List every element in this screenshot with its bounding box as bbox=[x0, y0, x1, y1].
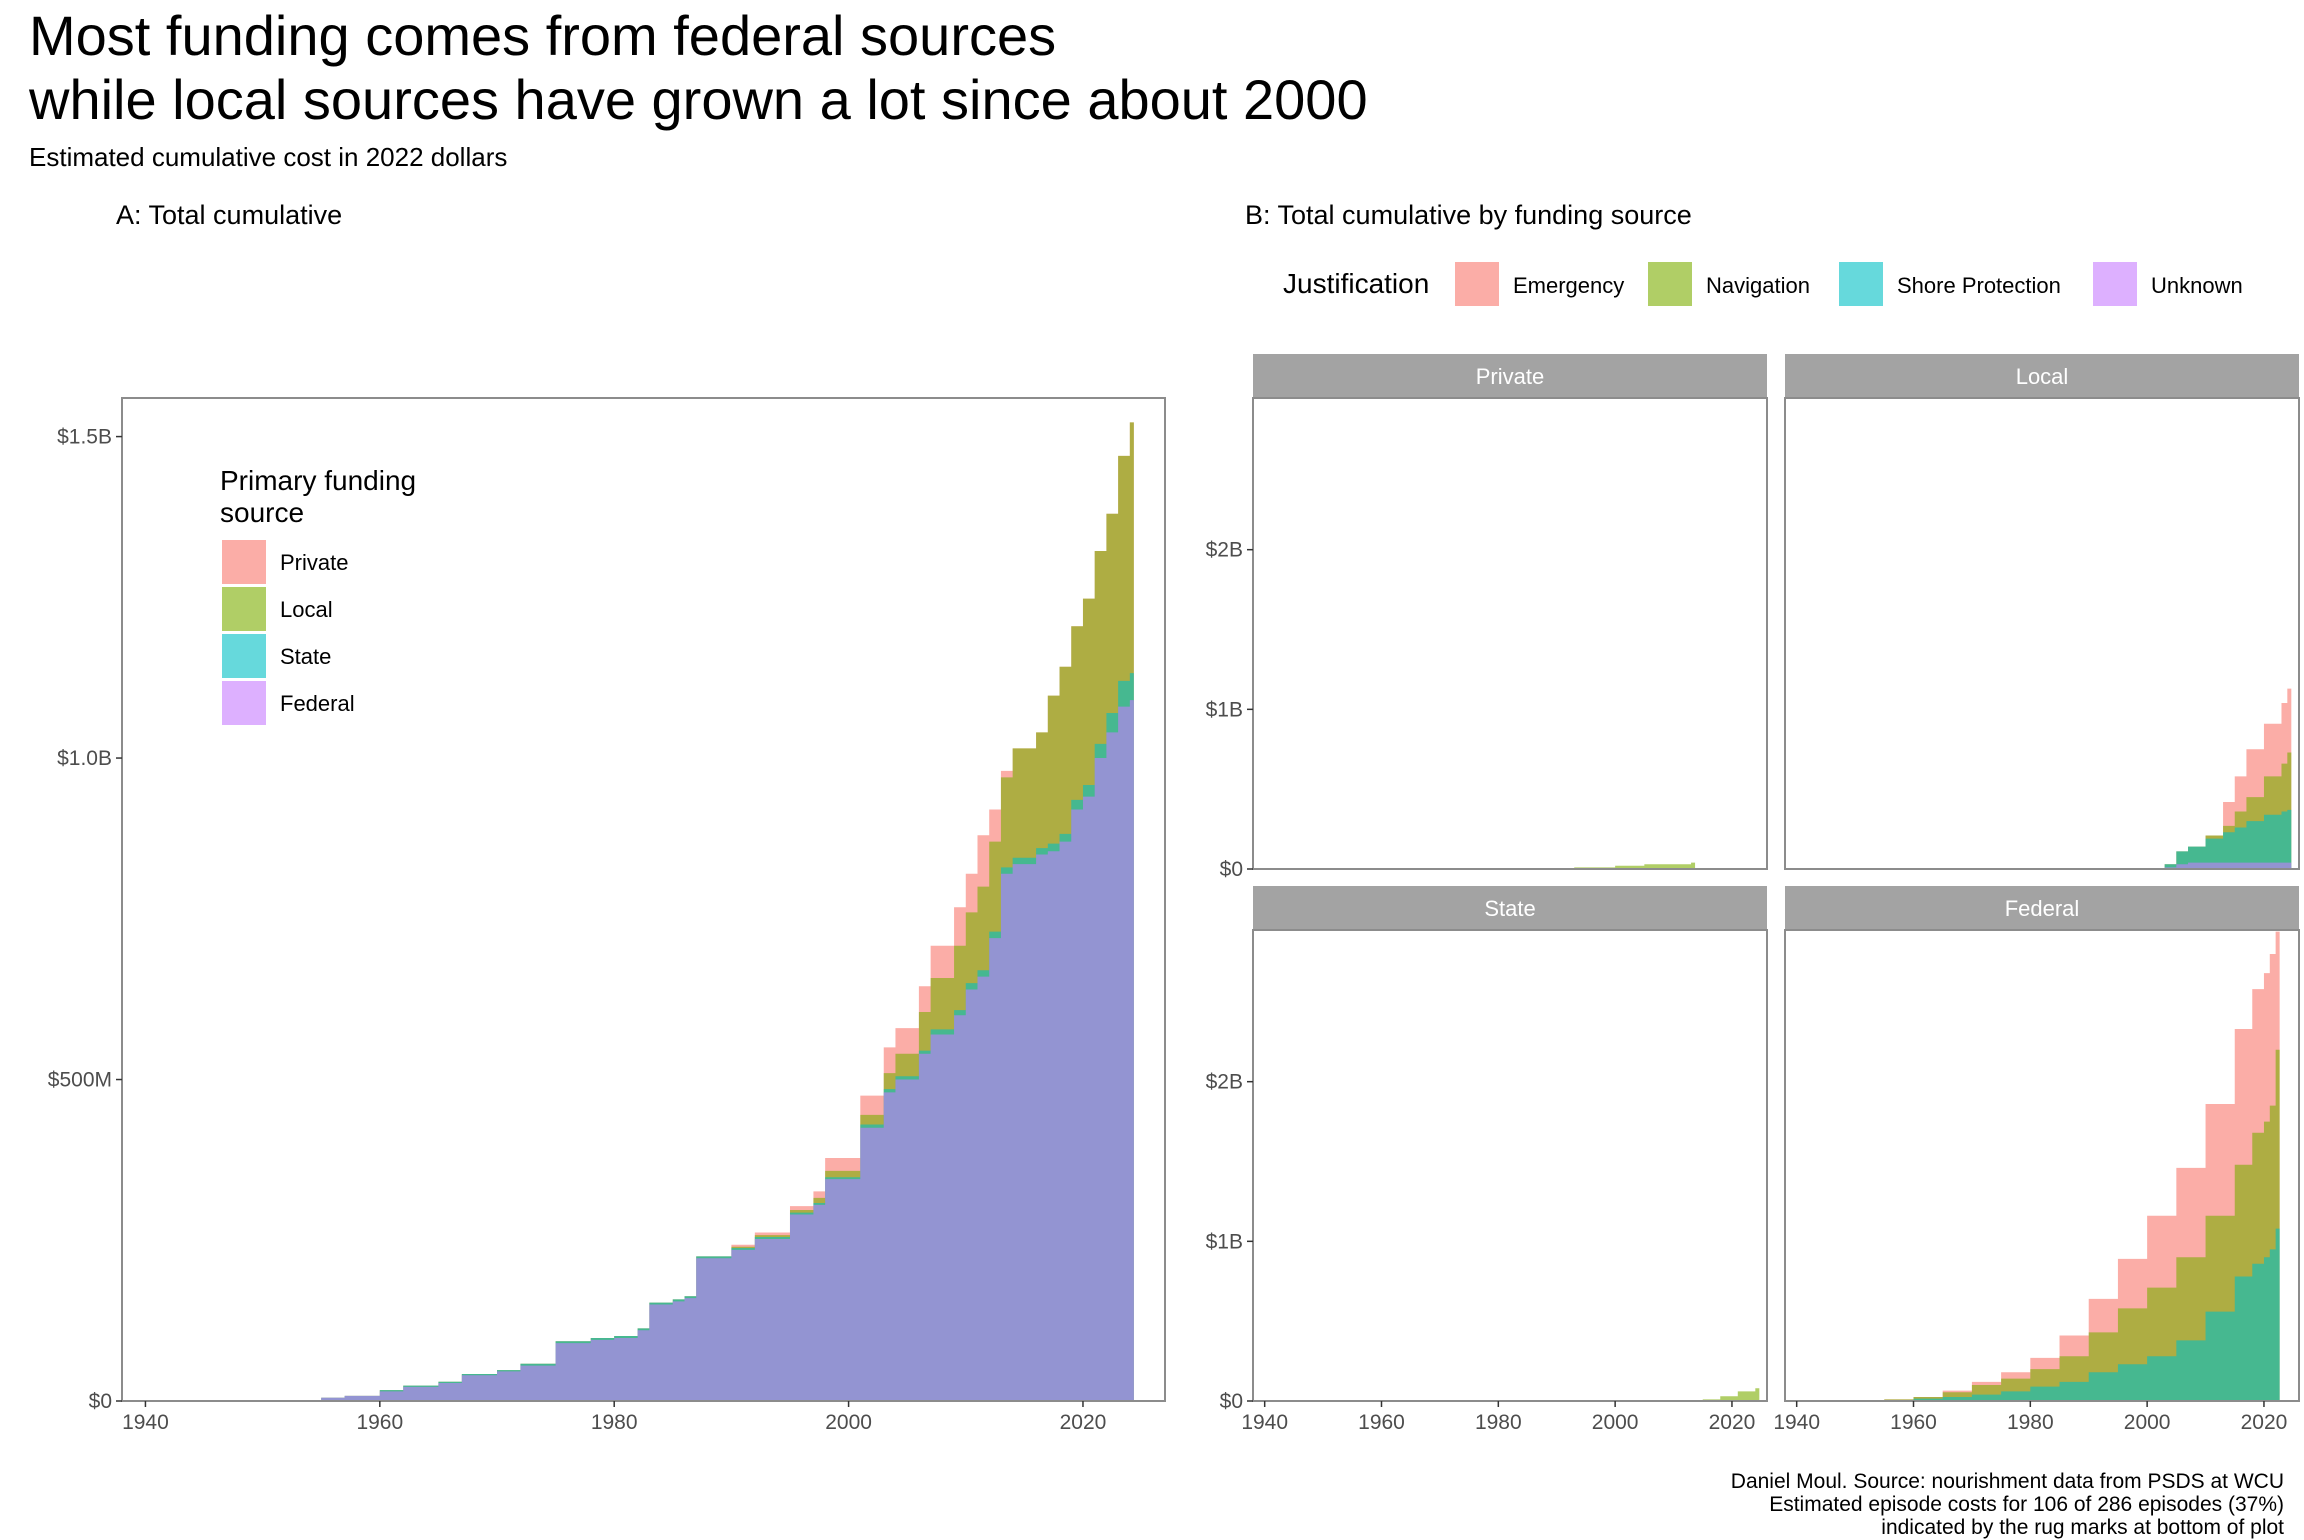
legend-label-federal: Federal bbox=[280, 691, 355, 716]
legend-swatch-navigation bbox=[1648, 262, 1692, 306]
a-y-tick-label: $0 bbox=[89, 1390, 112, 1413]
b-federal-area-navigation bbox=[1884, 1049, 2280, 1401]
b-state-y-tick-label: $1B bbox=[1206, 1230, 1243, 1253]
b-state-strip-label: State bbox=[1484, 896, 1535, 921]
a-area-federal bbox=[321, 700, 1134, 1401]
b-federal-strip-label: Federal bbox=[2005, 896, 2080, 921]
legend-swatch-state bbox=[222, 634, 266, 678]
b-state-x-tick-label: 2020 bbox=[1709, 1411, 1756, 1434]
b-private-y-tick-label: $1B bbox=[1206, 698, 1243, 721]
a-y-tick-label: $500M bbox=[48, 1069, 112, 1092]
a-y-tick-label: $1.5B bbox=[57, 426, 112, 449]
legend-label-private: Private bbox=[280, 550, 349, 575]
legend-label-local: Local bbox=[280, 597, 333, 622]
b-state-y-tick-label: $0 bbox=[1220, 1390, 1243, 1413]
a-panel-border bbox=[121, 397, 1166, 1402]
b-private-strip bbox=[1253, 354, 1767, 398]
b-state-x-tick-label: 2000 bbox=[1592, 1411, 1639, 1434]
b-private-panel-border bbox=[1252, 397, 1768, 870]
legend-label-emergency: Emergency bbox=[1513, 273, 1625, 298]
b-private-area-navigation bbox=[1527, 862, 1696, 869]
b-state-strip bbox=[1253, 886, 1767, 930]
legend-label-unknown: Unknown bbox=[2151, 273, 2243, 298]
b-state-y-tick-label: $2B bbox=[1206, 1071, 1243, 1094]
b-local-panel-border bbox=[1784, 397, 2300, 870]
b-state-x-tick-label: 1940 bbox=[1241, 1411, 1288, 1434]
legend-label-shore-protection: Shore Protection bbox=[1897, 273, 2061, 298]
panel-b-title: B: Total cumulative by funding source bbox=[1245, 200, 1692, 230]
b-federal-x-tick-label: 1940 bbox=[1773, 1411, 1820, 1434]
justification-legend-title: Justification bbox=[1283, 268, 1430, 299]
b-federal-x-tick-label: 1960 bbox=[1890, 1411, 1937, 1434]
legend-swatch-local bbox=[222, 587, 266, 631]
a-x-tick-label: 2000 bbox=[825, 1411, 872, 1434]
b-state-x-tick-label: 1980 bbox=[1475, 1411, 1522, 1434]
chart-subtitle: Estimated cumulative cost in 2022 dollar… bbox=[29, 142, 508, 172]
caption-line1: Daniel Moul. Source: nourishment data fr… bbox=[1730, 1470, 2284, 1493]
caption-line3: indicated by the rug marks at bottom of … bbox=[1881, 1516, 2284, 1539]
a-x-tick-label: 1960 bbox=[356, 1411, 403, 1434]
legend-swatch-private bbox=[222, 540, 266, 584]
b-private-y-tick-label: $0 bbox=[1220, 858, 1243, 881]
legend-swatch-unknown bbox=[2093, 262, 2137, 306]
b-private-y-tick-label: $2B bbox=[1206, 539, 1243, 562]
b-federal-x-tick-label: 2000 bbox=[2124, 1411, 2171, 1434]
chart-title-line1: Most funding comes from federal sources bbox=[29, 4, 1057, 67]
b-federal-strip bbox=[1785, 886, 2299, 930]
chart-title-line2: while local sources have grown a lot sin… bbox=[29, 68, 1368, 131]
legend-swatch-shore-protection bbox=[1839, 262, 1883, 306]
b-private-strip-label: Private bbox=[1476, 364, 1544, 389]
b-state-panel-border bbox=[1252, 929, 1768, 1402]
b-federal-x-tick-label: 1980 bbox=[2007, 1411, 2054, 1434]
b-state-x-tick-label: 1960 bbox=[1358, 1411, 1405, 1434]
legend-label-state: State bbox=[280, 644, 332, 669]
b-local-strip bbox=[1785, 354, 2299, 398]
b-local-area-shore-protection bbox=[2164, 809, 2292, 869]
legend-swatch-federal bbox=[222, 681, 266, 725]
a-x-tick-label: 2020 bbox=[1060, 1411, 1107, 1434]
funding-legend-title: Primary funding source bbox=[220, 465, 417, 528]
legend-swatch-emergency bbox=[1455, 262, 1499, 306]
b-local-area-unknown bbox=[2164, 862, 2292, 869]
b-state-area-navigation bbox=[1352, 1388, 1760, 1401]
a-x-tick-label: 1940 bbox=[122, 1411, 169, 1434]
b-federal-panel-border bbox=[1784, 929, 2300, 1402]
panel-a-title: A: Total cumulative bbox=[116, 200, 343, 230]
caption-line2: Estimated episode costs for 106 of 286 e… bbox=[1769, 1493, 2284, 1516]
b-federal-x-tick-label: 2020 bbox=[2241, 1411, 2288, 1434]
b-local-strip-label: Local bbox=[2016, 364, 2069, 389]
b-federal-area-shore-protection bbox=[1884, 1228, 2280, 1401]
legend-label-navigation: Navigation bbox=[1706, 273, 1810, 298]
a-x-tick-label: 1980 bbox=[591, 1411, 638, 1434]
a-y-tick-label: $1.0B bbox=[57, 747, 112, 770]
